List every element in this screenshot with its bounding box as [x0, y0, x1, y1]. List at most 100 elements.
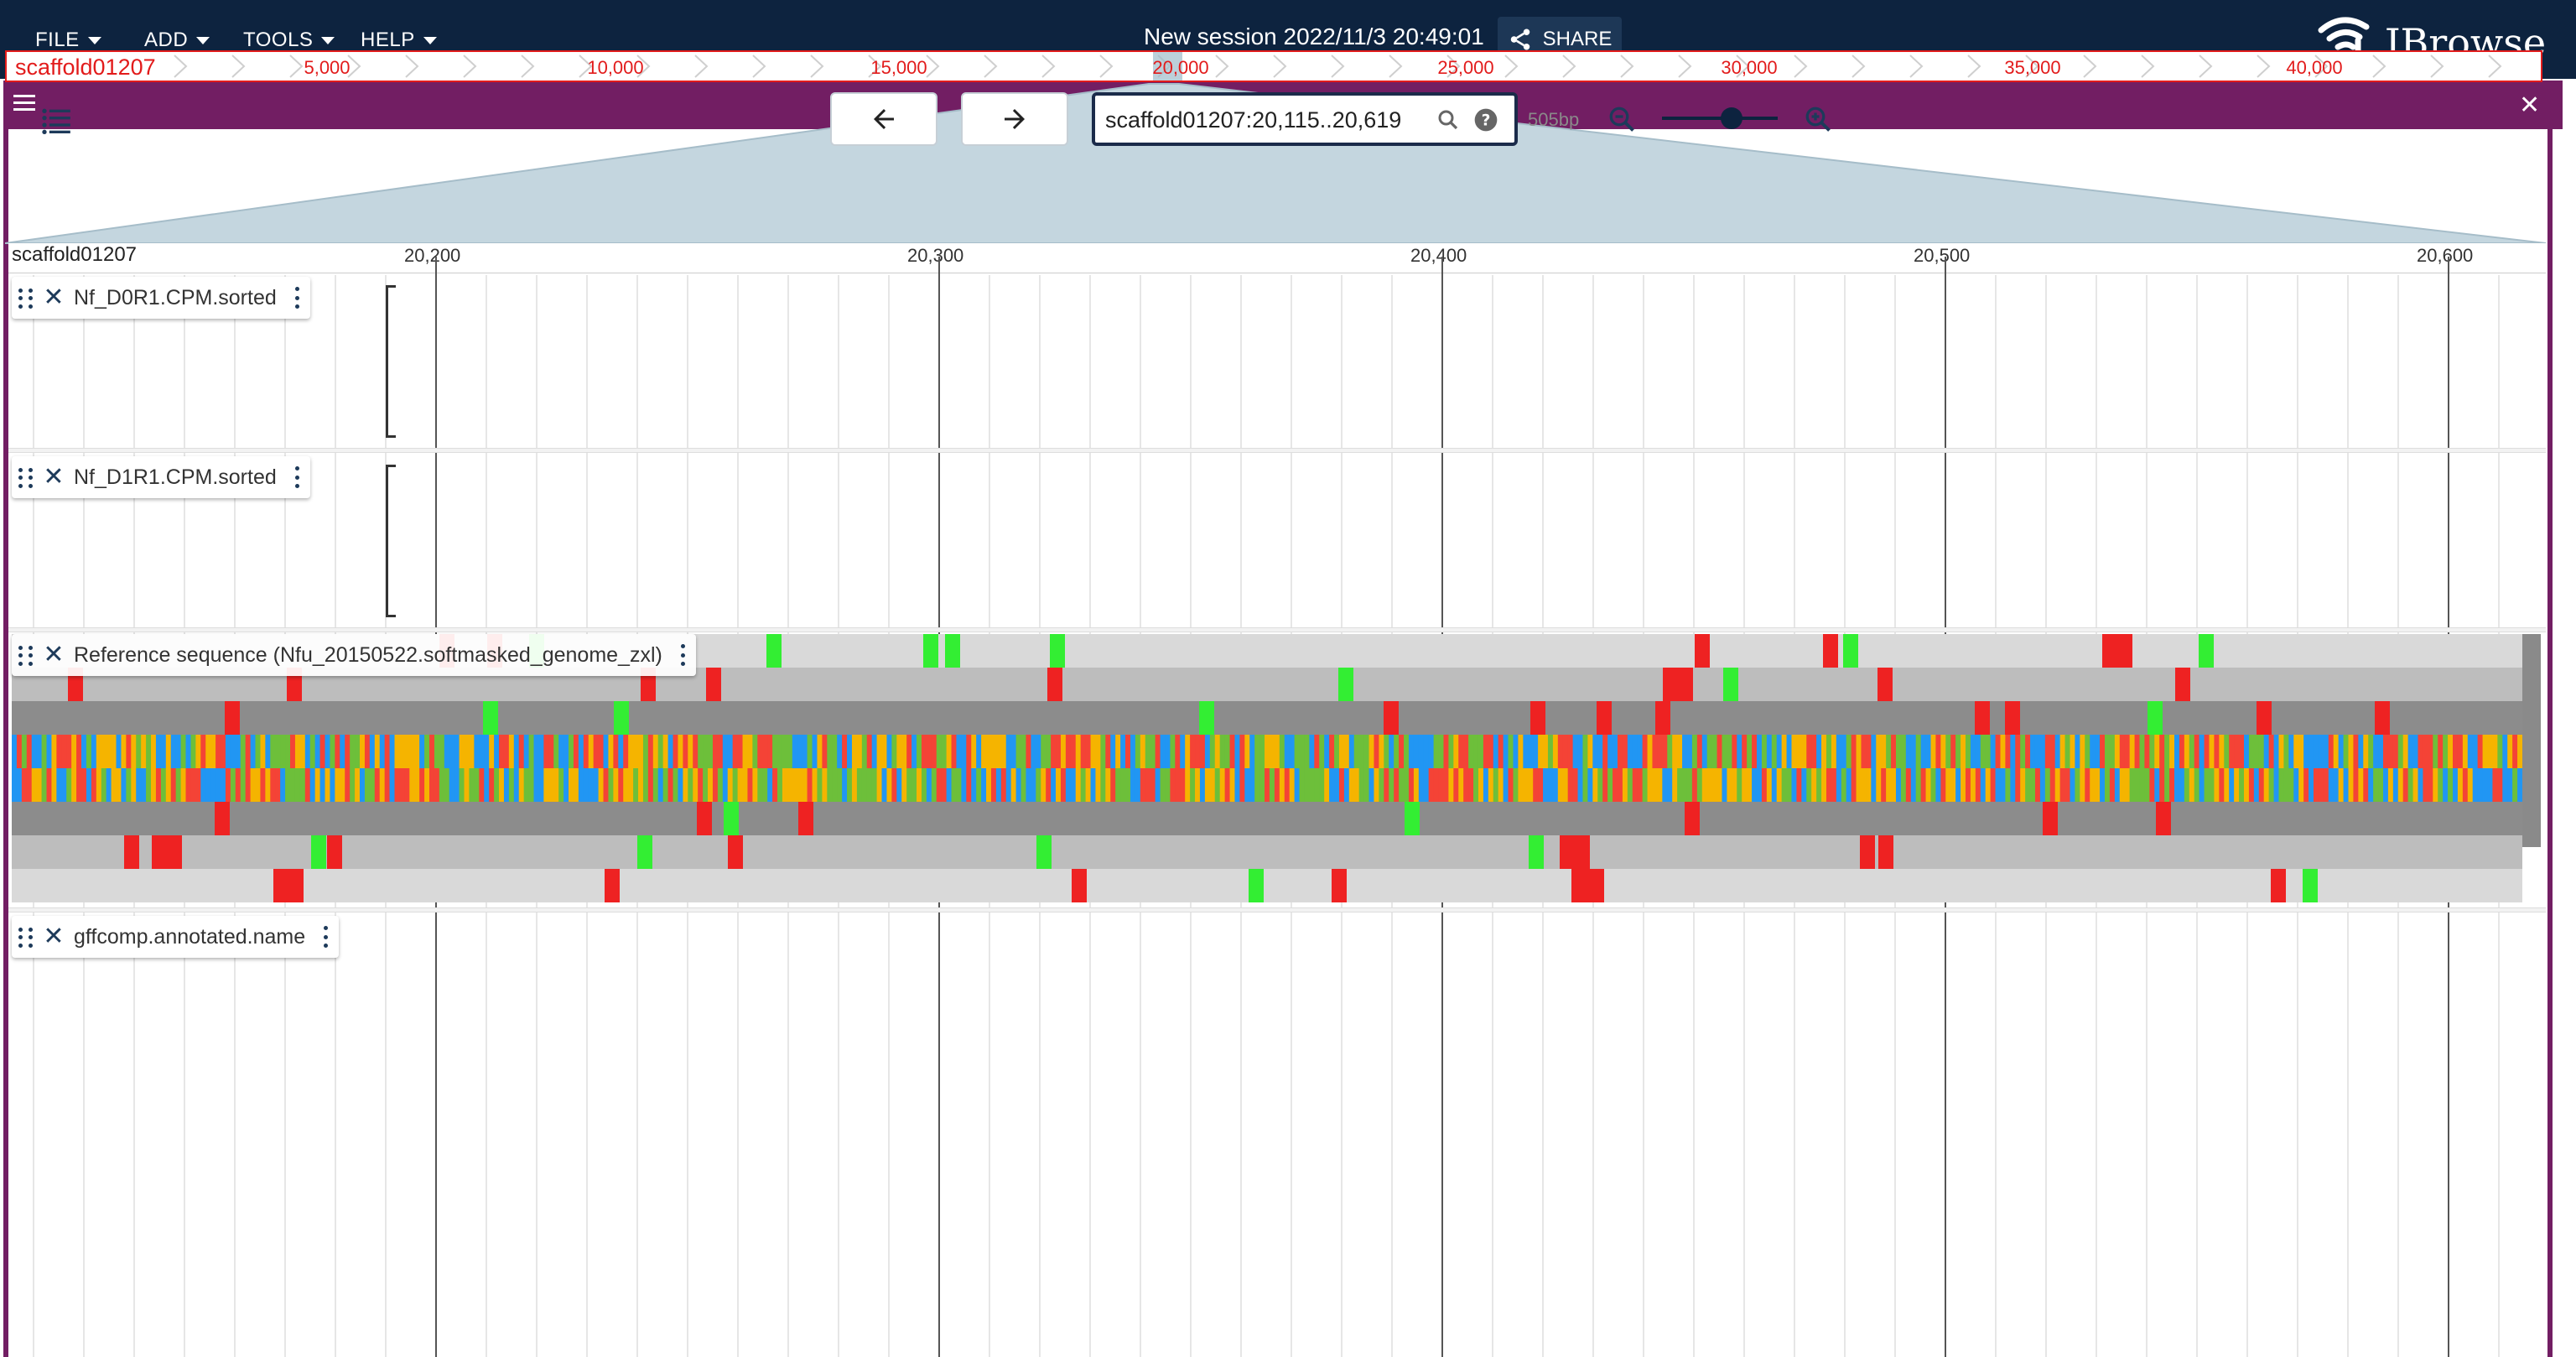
more-vert-icon[interactable]: [294, 287, 300, 309]
forward-strand-base: [116, 735, 122, 768]
forward-strand-base: [494, 735, 500, 768]
forward-strand-base: [538, 735, 544, 768]
forward-strand-base: [1031, 735, 1036, 768]
forward-strand-base: [1732, 735, 1737, 768]
chevron-right-icon: [231, 55, 246, 78]
reverse-strand-base: [1498, 768, 1504, 802]
forward-strand-base: [2288, 735, 2294, 768]
svg-text:?: ?: [1482, 112, 1491, 130]
reverse-strand-base: [2059, 768, 2066, 802]
track-resize-handle[interactable]: [8, 907, 2546, 912]
more-vert-icon[interactable]: [294, 466, 300, 488]
forward-strand-base: [901, 735, 907, 768]
close-icon[interactable]: ✕: [43, 283, 65, 311]
forward-strand-base: [31, 735, 38, 768]
session-title[interactable]: New session 2022/11/3 20:49:01: [1144, 23, 1484, 49]
reverse-strand-base: [837, 768, 843, 802]
reverse-strand-base: [2243, 768, 2250, 802]
track-selector-button[interactable]: [40, 104, 74, 138]
zoom-out-icon[interactable]: [1607, 104, 1637, 134]
forward-strand-base: [1150, 735, 1156, 768]
forward-strand-base: [195, 735, 201, 768]
forward-strand-base: [1667, 735, 1673, 768]
chevron-right-icon: [1446, 55, 1461, 78]
start-codon: [483, 701, 498, 735]
forward-strand-base: [1652, 735, 1659, 768]
file-menu[interactable]: FILE: [35, 25, 101, 55]
drag-handle-icon[interactable]: [18, 287, 34, 309]
reverse-strand-base: [802, 768, 808, 802]
frame-minus-1-track: [12, 802, 2522, 835]
add-menu[interactable]: ADD: [144, 25, 210, 55]
help-menu[interactable]: HELP: [361, 25, 437, 55]
forward-strand-base: [1543, 735, 1549, 768]
drag-handle-icon[interactable]: [18, 644, 34, 666]
reverse-strand-base: [1686, 768, 1693, 802]
overview-scale-bar[interactable]: scaffold01207 5,000 10,000 15,000 20,000…: [5, 50, 2542, 82]
drag-handle-icon[interactable]: [18, 926, 34, 948]
reverse-strand-base: [1701, 768, 1708, 802]
forward-strand-base: [325, 735, 331, 768]
forward-strand-base: [106, 735, 112, 768]
forward-strand-base: [1428, 735, 1435, 768]
forward-strand-base: [250, 735, 257, 768]
search-icon[interactable]: [1436, 107, 1461, 133]
forward-strand-base: [96, 735, 102, 768]
reverse-strand-base: [986, 768, 992, 802]
close-icon[interactable]: ✕: [2519, 91, 2541, 119]
forward-strand-base: [1752, 735, 1758, 768]
forward-strand-base: [1836, 735, 1842, 768]
more-vert-icon[interactable]: [680, 644, 686, 666]
forward-button[interactable]: [961, 92, 1068, 146]
forward-strand-base: [1036, 735, 1041, 768]
reverse-strand-base: [1766, 768, 1773, 802]
forward-strand-base: [1910, 735, 1917, 768]
zoom-in-icon[interactable]: [1803, 104, 1833, 134]
reverse-strand-base: [1353, 768, 1360, 802]
forward-strand-base: [1358, 735, 1365, 768]
forward-strand-base: [309, 735, 316, 768]
caret-down-icon: [196, 36, 210, 44]
hamburger-icon[interactable]: [13, 95, 35, 112]
forward-strand-base: [931, 735, 937, 768]
forward-strand-base: [1791, 735, 1798, 768]
close-icon[interactable]: ✕: [43, 641, 65, 668]
close-icon[interactable]: ✕: [43, 463, 65, 491]
zoom-slider-thumb[interactable]: [1721, 107, 1742, 129]
share-icon: [1510, 29, 1530, 50]
back-button[interactable]: [830, 92, 937, 146]
location-search-input[interactable]: [1105, 107, 1441, 133]
track-resize-handle[interactable]: [8, 448, 2546, 453]
chevron-right-icon: [2372, 55, 2386, 78]
forward-strand-base: [2487, 735, 2494, 768]
reverse-strand-base: [335, 768, 340, 802]
forward-strand-base: [1567, 735, 1574, 768]
zoom-slider-track[interactable]: [1662, 117, 1778, 120]
forward-strand-base: [1180, 735, 1186, 768]
reverse-strand-base: [1404, 768, 1410, 802]
overview-visible-region[interactable]: [1153, 52, 1182, 81]
help-circle-icon[interactable]: ?: [1472, 107, 1499, 133]
forward-strand-base: [782, 735, 788, 768]
track-scrollbar[interactable]: [2522, 634, 2541, 847]
reverse-strand-base: [200, 768, 206, 802]
reverse-strand-base: [414, 768, 420, 802]
chevron-right-icon: [2257, 55, 2271, 78]
track-resize-handle[interactable]: [8, 627, 2546, 632]
more-vert-icon[interactable]: [324, 926, 329, 948]
tools-menu[interactable]: TOOLS: [243, 25, 335, 55]
forward-strand-base: [2278, 735, 2285, 768]
coordinate-ruler[interactable]: scaffold01207 20,200 20,300 20,400 20,50…: [8, 243, 2546, 273]
bp-count-label: 505bp: [1528, 109, 1580, 130]
forward-strand-base: [1990, 735, 1997, 768]
forward-strand-base: [1737, 735, 1742, 768]
reverse-strand-base: [2189, 768, 2195, 802]
chevron-right-icon: [2141, 55, 2155, 78]
reverse-strand-base: [901, 768, 907, 802]
forward-strand-base: [2298, 735, 2304, 768]
location-search-box[interactable]: ?: [1092, 92, 1518, 146]
reverse-strand-base: [737, 768, 744, 802]
drag-handle-icon[interactable]: [18, 466, 34, 488]
reverse-strand-base: [1528, 768, 1534, 802]
close-icon[interactable]: ✕: [43, 923, 65, 950]
